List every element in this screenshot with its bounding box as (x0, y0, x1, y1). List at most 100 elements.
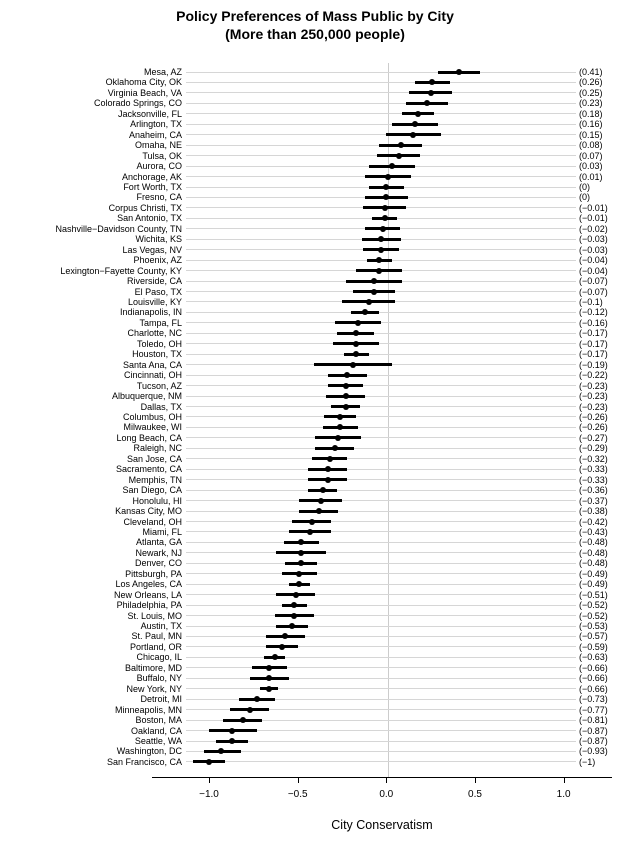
chart-row: Wichita, KS (−0.03) (0, 234, 630, 244)
chart-row: San Antonio, TX (−0.01) (0, 213, 630, 223)
row-track (186, 537, 576, 547)
city-label: St. Paul, MN (131, 631, 182, 642)
row-gridline (186, 750, 576, 752)
chart-row: Tucson, AZ (−0.23) (0, 380, 630, 391)
row-gridline (186, 709, 576, 711)
row-track (186, 98, 576, 108)
point-estimate-dot (292, 591, 299, 598)
estimate-value-label: (0.23) (579, 98, 603, 109)
city-label: Los Angeles, CA (115, 579, 182, 590)
chart-row: Santa Ana, CA (−0.19) (0, 359, 630, 370)
chart-row: Lexington−Fayette County, KY (−0.04) (0, 265, 630, 276)
estimate-value-label: (−0.32) (579, 453, 608, 464)
row-gridline (186, 531, 576, 533)
chart-row: Raleigh, NC (−0.29) (0, 443, 630, 453)
point-estimate-dot (456, 69, 462, 76)
point-estimate-dot (388, 163, 395, 170)
city-label: Honolulu, HI (132, 495, 182, 506)
row-track (186, 109, 576, 119)
city-label: Chicago, IL (136, 652, 182, 663)
point-estimate-dot (271, 654, 278, 661)
row-track (186, 328, 576, 338)
row-track (186, 579, 576, 589)
city-label: Nashville−Davidson County, TN (55, 223, 182, 234)
row-track (186, 746, 576, 756)
row-track (186, 140, 576, 150)
estimate-value-label: (−0.81) (579, 715, 608, 726)
city-label: Raleigh, NC (133, 443, 182, 454)
estimate-value-label: (−0.16) (579, 317, 608, 328)
row-track (186, 192, 576, 202)
chart-row: Seattle, WA (−0.87) (0, 736, 630, 746)
chart-row: Riverside, CA (−0.07) (0, 276, 630, 286)
point-estimate-dot (424, 100, 431, 107)
row-track (186, 77, 576, 87)
row-track (186, 245, 576, 255)
estimate-value-label: (−0.49) (579, 579, 608, 590)
row-gridline (186, 468, 576, 470)
row-gridline (186, 500, 576, 502)
chart-row: Fresno, CA (0) (0, 192, 630, 202)
row-track (186, 234, 576, 244)
x-axis-tick-mark (386, 778, 388, 783)
estimate-value-label: (−0.66) (579, 673, 608, 684)
point-estimate-dot (397, 142, 404, 149)
city-label: Aurora, CO (136, 161, 182, 172)
city-label: Washington, DC (116, 746, 182, 757)
estimate-value-label: (0) (579, 182, 590, 192)
row-track (186, 600, 576, 610)
chart-row: Sacramento, CA (−0.33) (0, 464, 630, 474)
estimate-value-label: (−0.33) (579, 474, 608, 485)
row-track (186, 464, 576, 474)
row-track (186, 715, 576, 725)
city-label: Fresno, CA (136, 192, 182, 203)
estimate-value-label: (−0.03) (579, 234, 608, 245)
row-gridline (186, 102, 576, 104)
point-estimate-dot (253, 696, 260, 703)
row-gridline (186, 510, 576, 512)
city-label: Memphis, TN (128, 474, 182, 485)
row-track (186, 527, 576, 537)
estimate-value-label: (−0.01) (579, 213, 608, 224)
point-estimate-dot (298, 539, 305, 546)
chart-rows: Mesa, AZ (0.41) Oklahoma City, OK (0.26) Vir… (0, 67, 630, 767)
estimate-value-label: (−0.02) (579, 223, 608, 234)
row-gridline (186, 134, 576, 136)
row-gridline (186, 594, 576, 596)
chart-row: Omaha, NE (0.08) (0, 140, 630, 150)
point-estimate-dot (218, 748, 225, 755)
row-gridline (186, 740, 576, 742)
row-track (186, 339, 576, 349)
row-track (186, 401, 576, 411)
chart-row: Charlotte, NC (−0.17) (0, 328, 630, 338)
city-label: San Jose, CA (126, 453, 182, 464)
row-gridline (186, 552, 576, 554)
row-gridline (186, 677, 576, 679)
estimate-value-label: (−0.87) (579, 736, 608, 747)
row-track (186, 485, 576, 495)
row-gridline (186, 92, 576, 94)
point-estimate-dot (342, 382, 349, 389)
chart-row: Jacksonville, FL (0.18) (0, 109, 630, 119)
city-label: Arlington, TX (130, 119, 182, 130)
row-track (186, 704, 576, 714)
city-label: Columbus, OH (122, 411, 182, 422)
estimate-value-label: (−0.48) (579, 537, 608, 548)
point-estimate-dot (337, 424, 344, 431)
city-label: Fort Worth, TX (123, 182, 182, 192)
city-label: Denver, CO (134, 558, 182, 569)
estimate-value-label: (−0.33) (579, 464, 608, 475)
point-estimate-dot (353, 330, 360, 337)
row-track (186, 725, 576, 735)
chart-row: Columbus, OH (−0.26) (0, 412, 630, 422)
city-label: Albuquerque, NM (111, 391, 182, 402)
point-estimate-dot (266, 664, 273, 671)
point-estimate-dot (326, 455, 333, 462)
estimate-value-label: (−0.17) (579, 338, 608, 349)
point-estimate-dot (349, 361, 356, 368)
city-label: Colorado Springs, CO (93, 98, 182, 109)
city-label: San Antonio, TX (117, 213, 182, 224)
chart-row: Detroit, MI (−0.73) (0, 694, 630, 704)
point-estimate-dot (229, 727, 236, 734)
row-gridline (186, 730, 576, 732)
